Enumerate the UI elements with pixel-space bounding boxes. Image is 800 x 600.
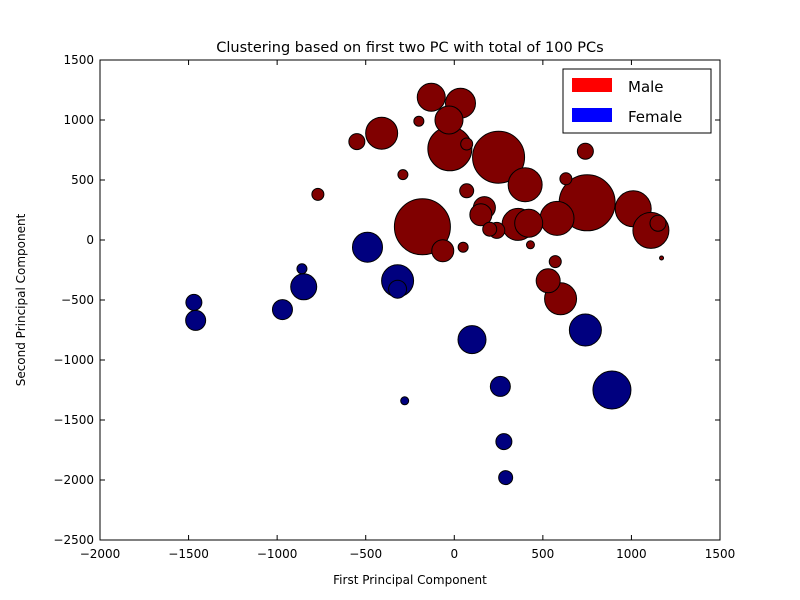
data-point-male-3 — [434, 105, 464, 135]
y-tick-label: −1000 — [53, 353, 94, 367]
data-point-male-22 — [393, 198, 451, 256]
x-tick-label: 0 — [450, 547, 458, 561]
data-point-male-30 — [548, 255, 562, 269]
x-tick-label: −1500 — [168, 547, 209, 561]
data-point-female-8 — [457, 325, 487, 355]
data-point-male-12 — [559, 172, 573, 186]
y-tick-label: 1000 — [63, 113, 94, 127]
y-tick-label: −500 — [61, 293, 94, 307]
y-tick-label: −2000 — [53, 473, 94, 487]
y-tick-label: −2500 — [53, 533, 94, 547]
data-point-male-9 — [576, 142, 594, 160]
y-tick-label: 500 — [71, 173, 94, 187]
data-point-female-1 — [296, 263, 308, 275]
data-point-male-5 — [348, 133, 366, 151]
data-point-male-2 — [365, 116, 399, 150]
x-tick-label: −2000 — [80, 547, 121, 561]
data-point-male-33 — [659, 255, 665, 261]
data-point-female-6 — [185, 309, 207, 331]
y-axis-ticks: −2500 −2000 −1500 −1000 −500 0 500 1000 1500 — [53, 53, 720, 547]
y-tick-label: 0 — [86, 233, 94, 247]
x-axis-label: First Principal Component — [333, 573, 487, 587]
data-point-male-14 — [311, 187, 325, 201]
chart-title: Clustering based on first two PC with to… — [216, 40, 603, 56]
data-point-male-29 — [525, 240, 535, 250]
x-tick-label: 500 — [531, 547, 554, 561]
data-point-male-28 — [457, 241, 469, 253]
data-point-female-3 — [388, 279, 408, 299]
data-point-male-13 — [459, 183, 475, 199]
legend-swatch-female — [572, 108, 612, 122]
data-point-male-31 — [535, 268, 561, 294]
data-point-female-13 — [495, 433, 513, 451]
data-point-female-10 — [592, 370, 632, 410]
data-point-female-11 — [400, 396, 410, 406]
plot-points — [185, 82, 670, 486]
y-axis-label: Second Principal Component — [14, 213, 28, 386]
x-axis-ticks: −2000 −1500 −1000 −500 0 500 1000 1500 — [80, 60, 736, 561]
data-point-female-0 — [351, 231, 383, 263]
legend-swatch-male — [572, 78, 612, 92]
data-point-male-21 — [514, 208, 544, 238]
data-point-male-7 — [460, 137, 474, 151]
legend-label-female: Female — [628, 108, 682, 126]
data-point-male-23 — [649, 214, 667, 232]
data-point-male-27 — [431, 239, 455, 263]
legend: Male Female — [562, 68, 712, 134]
data-point-male-11 — [507, 167, 543, 203]
data-point-female-12 — [489, 375, 511, 397]
data-point-female-5 — [185, 293, 203, 311]
data-point-male-8 — [472, 130, 526, 184]
y-tick-label: 1500 — [63, 53, 94, 67]
data-point-male-4 — [413, 115, 425, 127]
data-point-male-0 — [416, 82, 446, 112]
y-tick-label: −1500 — [53, 413, 94, 427]
data-point-female-14 — [498, 470, 514, 486]
data-point-male-19 — [539, 200, 575, 236]
data-point-male-10 — [397, 169, 409, 181]
data-point-female-2 — [290, 273, 318, 301]
data-point-male-25 — [482, 221, 498, 237]
data-point-female-7 — [271, 299, 293, 321]
x-tick-label: −500 — [349, 547, 382, 561]
data-point-female-9 — [568, 313, 602, 347]
x-tick-label: 1000 — [616, 547, 647, 561]
x-tick-label: 1500 — [705, 547, 736, 561]
x-tick-label: −1000 — [257, 547, 298, 561]
data-point-male-16 — [469, 203, 493, 227]
legend-label-male: Male — [628, 78, 664, 96]
